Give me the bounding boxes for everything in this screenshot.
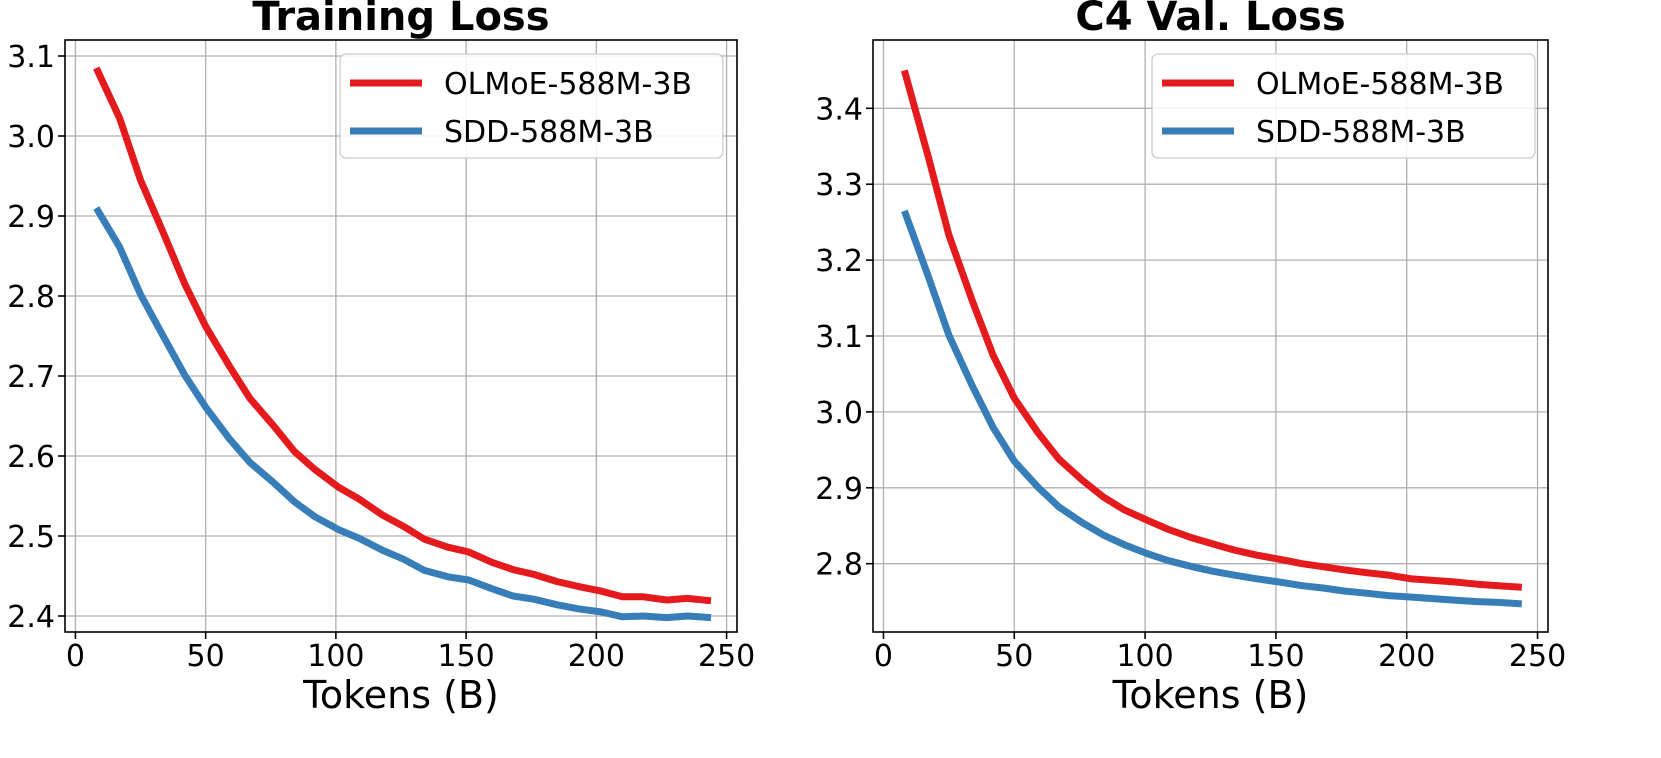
y-tick-label: 3.3 <box>815 168 863 203</box>
y-tick-label: 2.5 <box>7 520 55 555</box>
series-line-sdd-588m-3b <box>93 206 712 622</box>
y-tick-label: 2.8 <box>7 280 55 315</box>
y-tick-label: 3.1 <box>7 40 55 75</box>
y-tick-label: 2.9 <box>7 200 55 235</box>
series-line-olmoe-588m-3b <box>901 69 1523 591</box>
y-tick-label: 3.2 <box>815 244 863 279</box>
series-line-sdd-588m-3b <box>901 209 1523 608</box>
chart-title: C4 Val. Loss <box>1075 0 1345 40</box>
x-axis-label: Tokens (B) <box>302 673 499 717</box>
y-tick-label: 3.1 <box>815 320 863 355</box>
chart-title: Training Loss <box>252 0 549 40</box>
grid <box>873 40 1548 632</box>
x-tick-label: 250 <box>698 639 755 674</box>
legend-box <box>339 53 724 159</box>
training-loss-chart: 0 50 100 150 200 250 2.4 2.5 2.6 2.7 2.8 2.9 3.0 3.1 T… <box>7 0 755 717</box>
x-tick-label: 100 <box>1116 639 1173 674</box>
x-axis-label: Tokens (B) <box>1112 673 1309 717</box>
x-tick-label: 0 <box>874 639 893 674</box>
x-tick-label: 50 <box>995 639 1033 674</box>
plot-frame <box>64 39 738 633</box>
legend-label: OLMoE-588M-3B <box>1256 67 1504 102</box>
y-tick-label: 3.0 <box>7 120 55 155</box>
x-tick-label: 200 <box>1378 639 1435 674</box>
x-tick-label: 150 <box>1247 639 1304 674</box>
legend: OLMoE-588M-3B SDD-588M-3B <box>1151 53 1536 159</box>
y-tick-label: 2.9 <box>815 472 863 507</box>
x-tick-label: 50 <box>187 639 225 674</box>
legend: OLMoE-588M-3B SDD-588M-3B <box>339 53 724 159</box>
y-tick-label: 2.8 <box>815 548 863 583</box>
y-tick-label: 3.4 <box>815 92 863 127</box>
legend-label: OLMoE-588M-3B <box>444 67 692 102</box>
y-tick-label: 2.6 <box>7 440 55 475</box>
x-tick-label: 100 <box>307 639 364 674</box>
x-tick-label: 250 <box>1509 639 1566 674</box>
series-line-olmoe-588m-3b <box>93 66 712 605</box>
legend-label: SDD-588M-3B <box>1256 115 1466 150</box>
x-tick-label: 200 <box>568 639 625 674</box>
c4-val-loss-chart: 0 50 100 150 200 250 2.8 2.9 3.0 3.1 3.2 3.3 3.4 C4 V… <box>815 0 1566 717</box>
y-tick-label: 3.0 <box>815 396 863 431</box>
x-tick-label: 0 <box>66 639 85 674</box>
legend-box <box>1151 53 1536 159</box>
y-tick-label: 2.7 <box>7 360 55 395</box>
legend-label: SDD-588M-3B <box>444 115 654 150</box>
x-tick-label: 150 <box>437 639 494 674</box>
y-tick-label: 2.4 <box>7 600 55 635</box>
